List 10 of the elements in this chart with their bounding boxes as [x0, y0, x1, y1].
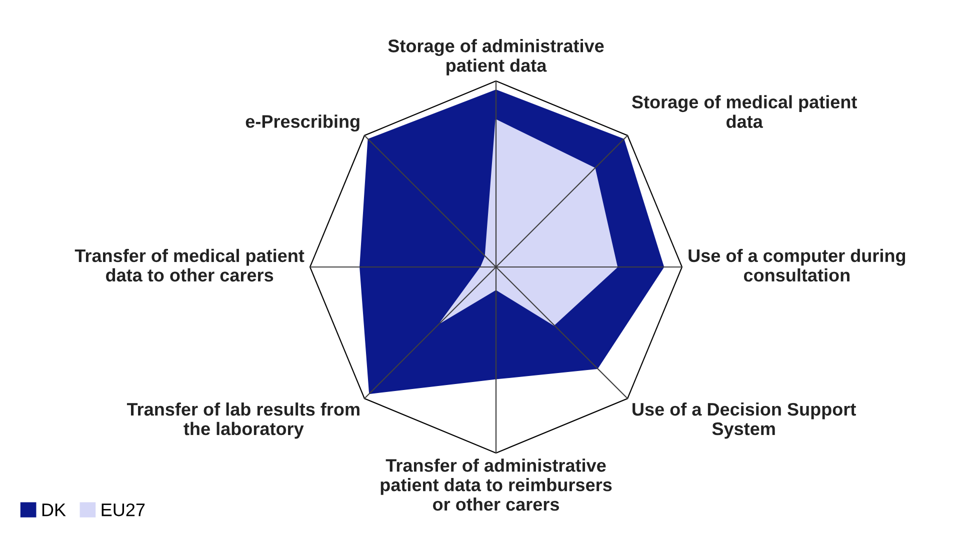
spoke-label: Use of a computer during consultation [688, 248, 906, 282]
spoke-label: Storage of administrative patient data [388, 39, 604, 76]
spoke-label: Transfer of lab results from the laboratory [126, 402, 360, 439]
spoke-label: Use of a Decision Support System [632, 402, 856, 439]
spoke-label: Storage of medical patient data [632, 95, 857, 128]
spoke-label: Transfer of medical patient data to other carers [74, 248, 304, 282]
spoke-label: e-Prescribing [246, 114, 360, 132]
legend-label: DK [42, 504, 66, 516]
legend-label: EU27 [102, 503, 145, 516]
spoke-label: Transfer of administrative patient data to reimbursers or other carers [380, 458, 612, 511]
